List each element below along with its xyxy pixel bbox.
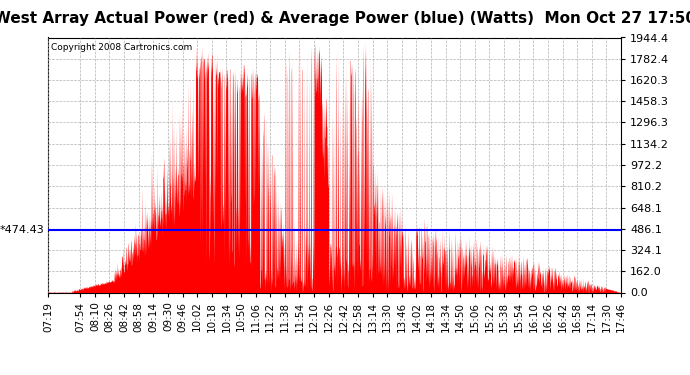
Text: Copyright 2008 Cartronics.com: Copyright 2008 Cartronics.com bbox=[51, 43, 193, 52]
Text: West Array Actual Power (red) & Average Power (blue) (Watts)  Mon Oct 27 17:50: West Array Actual Power (red) & Average … bbox=[0, 11, 690, 26]
Text: *474.43: *474.43 bbox=[0, 225, 45, 235]
